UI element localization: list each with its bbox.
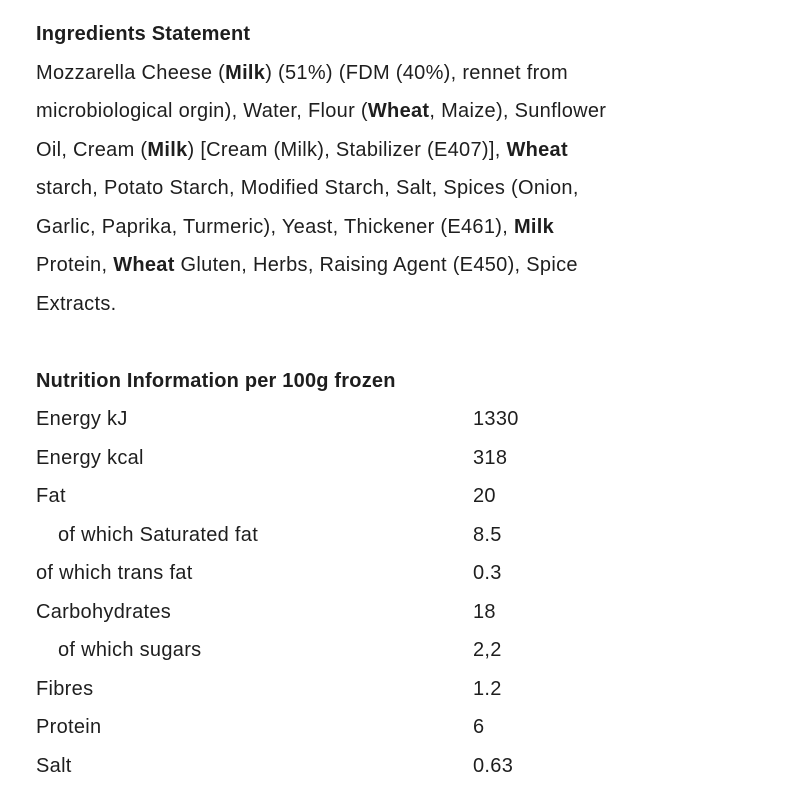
ingredients-line: microbiological orgin), Water, Flour (Wh… (36, 92, 780, 131)
nutrient-value: 18 (473, 600, 496, 623)
nutrition-table: Energy kJ 1330 Energy kcal 318 Fat 20 of which… (36, 400, 780, 785)
nutrition-row: Fibres 1.2 (36, 670, 780, 709)
nutrient-label: Carbohydrates (36, 600, 172, 623)
allergen-text: Wheat (367, 100, 430, 122)
ingredients-line: Extracts. (36, 285, 780, 324)
section-gap (36, 323, 780, 362)
nutrient-value: 1.2 (473, 677, 502, 700)
nutrient-label: Protein (36, 716, 102, 738)
nutrient-label: Energy kcal (36, 446, 144, 469)
nutrient-value: 20 (473, 485, 496, 507)
nutrient-value: 6 (473, 716, 485, 738)
nutrition-row: Salt 0.63 (36, 747, 780, 786)
nutrient-label: of which trans fat (36, 562, 193, 584)
ingredient-text: Garlic, Paprika, Turmeric), Yeast, Thick… (36, 215, 514, 238)
nutrient-label: of which sugars (58, 639, 202, 661)
nutrition-row: Energy kJ 1330 (36, 400, 780, 439)
nutrition-row: Carbohydrates 18 (36, 593, 780, 632)
allergen-text: Wheat (113, 254, 175, 276)
allergen-text: Wheat (506, 138, 568, 161)
ingredients-line: Oil, Cream (Milk) [Cream (Milk), Stabili… (36, 131, 780, 170)
ingredient-text: ) (51%) (FDM (40%), rennet from (265, 61, 568, 84)
ingredients-section: Ingredients Statement Mozzarella Cheese … (36, 15, 780, 323)
allergen-text: Milk (513, 215, 555, 238)
nutrient-value: 0.3 (473, 562, 502, 584)
ingredients-line: Mozzarella Cheese (Milk) (51%) (FDM (40%… (36, 54, 780, 93)
ingredient-text: starch, Potato Starch, Modified Starch, … (36, 177, 579, 199)
nutrient-label: Salt (36, 754, 72, 777)
ingredient-text: microbiological orgin), Water, Flour ( (36, 100, 368, 122)
ingredients-line: starch, Potato Starch, Modified Starch, … (36, 169, 780, 208)
nutrition-row: Fat 20 (36, 477, 780, 516)
nutrient-value: 2,2 (473, 639, 502, 661)
ingredients-line: Protein, Wheat Gluten, Herbs, Raising Ag… (36, 246, 780, 285)
ingredients-heading: Ingredients Statement (36, 23, 251, 45)
nutrient-label: Fat (36, 485, 66, 507)
nutrition-section: Nutrition Information per 100g frozen En… (36, 362, 780, 786)
ingredient-text: Protein, (36, 254, 114, 276)
nutrition-row: Protein 6 (36, 708, 780, 747)
ingredient-text: Mozzarella Cheese ( (36, 61, 226, 84)
ingredient-text: Oil, Cream ( (36, 138, 148, 161)
nutrient-value: 1330 (473, 408, 519, 430)
nutrient-value: 8.5 (473, 523, 502, 546)
nutrition-row: of which trans fat 0.3 (36, 554, 780, 593)
nutrient-label: Fibres (36, 677, 94, 700)
nutrient-label: Energy kJ (36, 408, 128, 430)
ingredient-text: Extracts. (36, 292, 117, 315)
nutrition-heading: Nutrition Information per 100g frozen (36, 369, 396, 392)
nutrition-row: of which Saturated fat 8.5 (36, 516, 780, 555)
ingredients-lines: Mozzarella Cheese (Milk) (51%) (FDM (40%… (36, 54, 780, 324)
nutrition-row: Energy kcal 318 (36, 439, 780, 478)
nutrient-value: 318 (473, 446, 508, 469)
allergen-text: Milk (225, 61, 266, 84)
ingredients-line: Garlic, Paprika, Turmeric), Yeast, Thick… (36, 208, 780, 247)
ingredient-text: , Maize), Sunflower (429, 100, 607, 122)
ingredient-text: Gluten, Herbs, Raising Agent (E450), Spi… (174, 254, 578, 276)
allergen-text: Milk (147, 138, 188, 161)
ingredient-text: ) [Cream (Milk), Stabilizer (E407)], (187, 138, 507, 161)
nutrition-row: of which sugars 2,2 (36, 631, 780, 670)
nutrient-value: 0.63 (473, 754, 514, 777)
nutrient-label: of which Saturated fat (58, 523, 259, 546)
